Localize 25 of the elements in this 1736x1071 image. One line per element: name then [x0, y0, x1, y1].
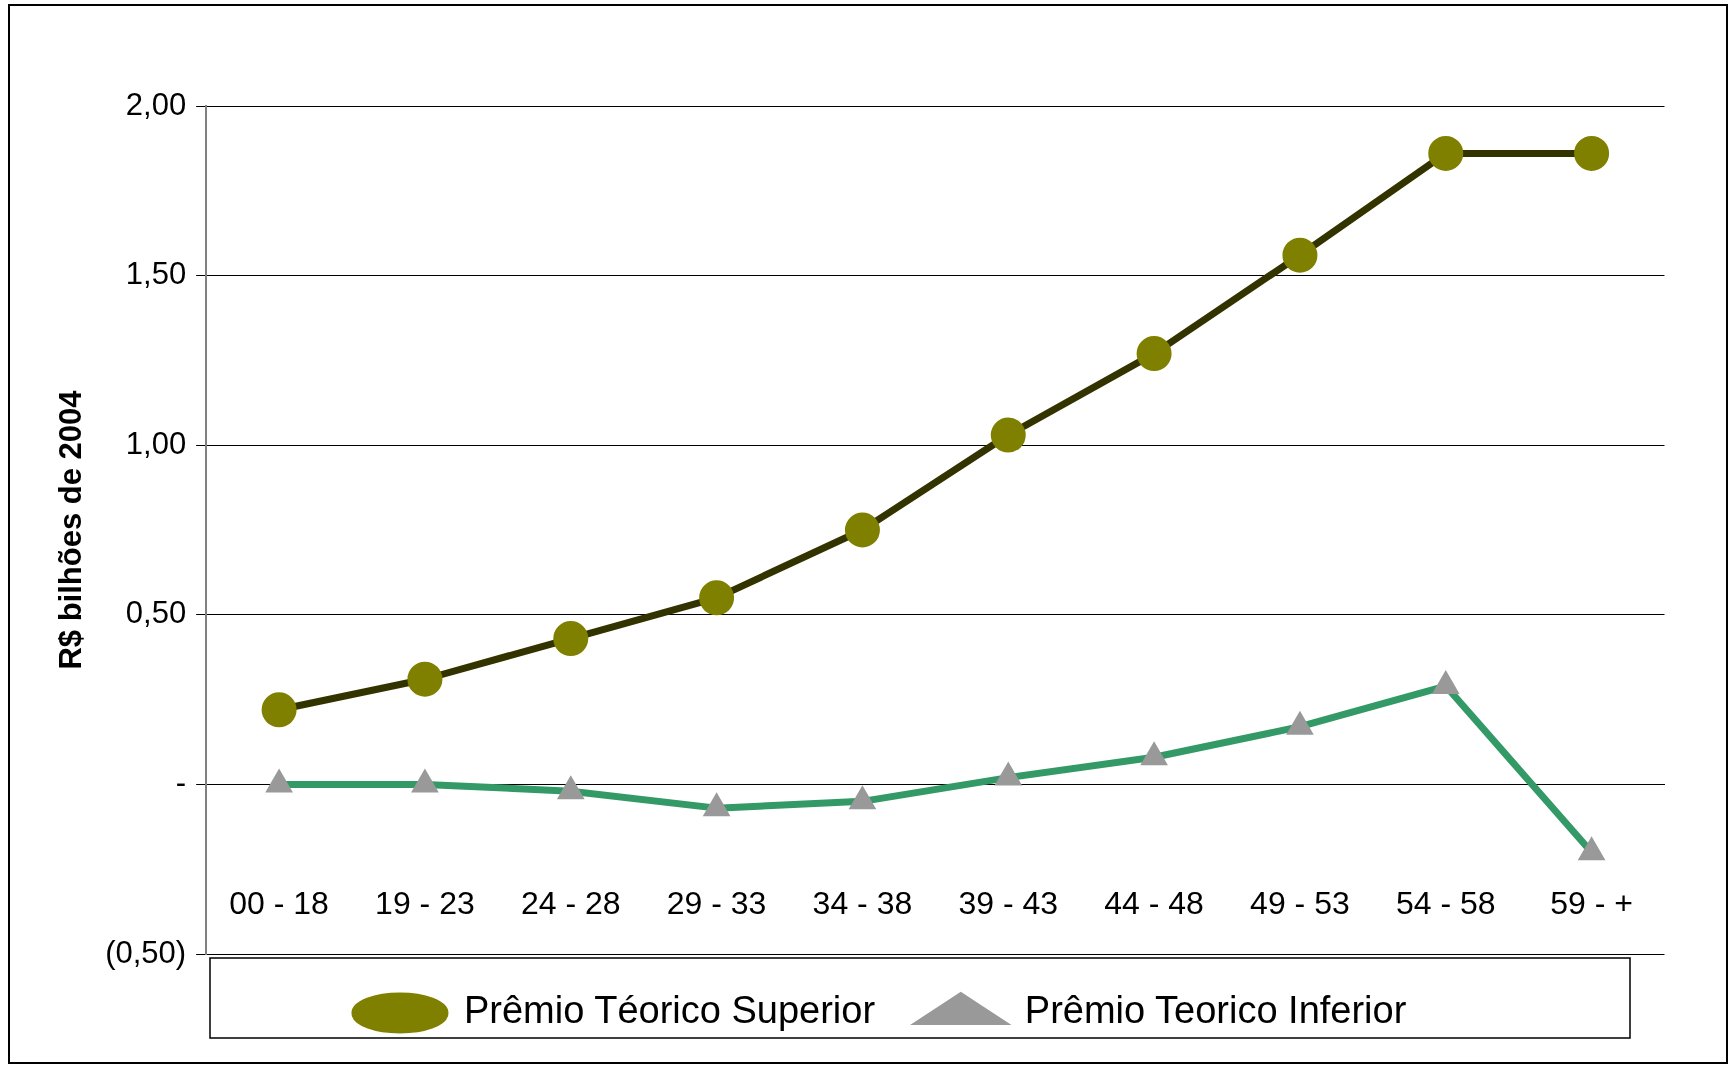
x-tick-label: 59 - +	[1550, 885, 1633, 922]
x-tick-label: 44 - 48	[1104, 885, 1204, 922]
y-tick-label: 1,00	[125, 425, 187, 461]
point	[990, 417, 1026, 453]
y-tick-label: (0,50)	[105, 934, 187, 970]
x-tick-label: 00 - 18	[229, 885, 329, 922]
legend-label: Prêmio Téorico Superior	[463, 989, 876, 1032]
point	[1428, 135, 1464, 171]
y-tick-label: 2,00	[125, 86, 187, 122]
point	[1282, 237, 1318, 273]
x-tick-label: 39 - 43	[958, 885, 1059, 922]
y-tick-label: 1,50	[125, 256, 187, 292]
x-tick-label: 19 - 23	[375, 885, 475, 922]
x-tick-label: 49 - 53	[1250, 885, 1350, 922]
y-tick-label: -	[175, 764, 187, 800]
y-axis-title: R$ bilhões de 2004	[53, 389, 89, 670]
x-tick-label: 34 - 38	[812, 885, 913, 922]
x-tick-label: 29 - 33	[666, 885, 767, 922]
y-tick-label: 0,50	[125, 595, 187, 631]
legend-label: Prêmio Teorico Inferior	[1024, 989, 1407, 1032]
point	[1574, 135, 1610, 171]
point	[1136, 336, 1172, 372]
x-tick-label: 54 - 58	[1395, 885, 1496, 922]
point	[844, 512, 880, 548]
x-tick-label: 24 - 28	[520, 885, 621, 922]
